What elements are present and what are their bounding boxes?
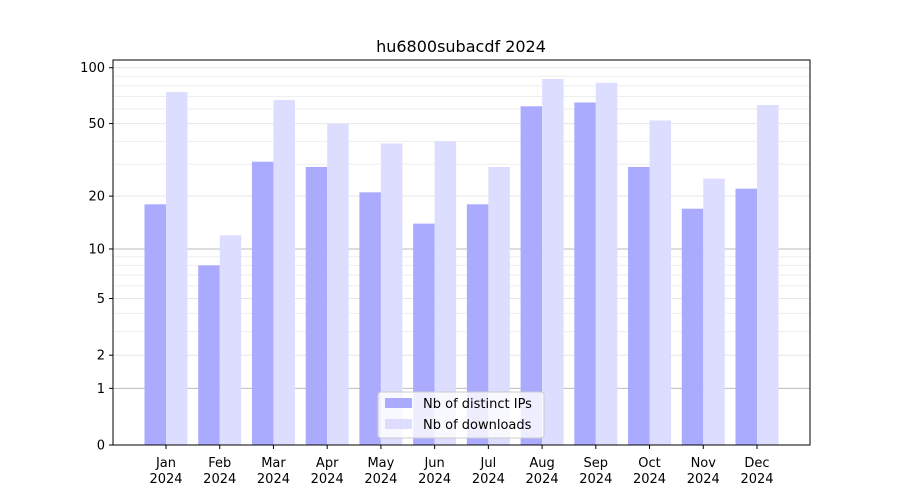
x-tick-label: Feb 2024 [203,456,236,487]
x-tick-label: Dec 2024 [740,456,773,487]
legend-label: Nb of downloads [423,418,532,433]
bar-downloads [380,143,403,445]
bar-downloads [273,100,295,446]
bar-distinct-ips [628,166,650,445]
bar-distinct-ips [681,208,704,445]
bar-distinct-ips [466,204,489,445]
x-tick-label: May 2024 [364,456,397,487]
bar-downloads [434,141,457,446]
x-tick-label: Nov 2024 [687,456,720,487]
bar-distinct-ips [251,161,274,445]
x-tick-label: Apr 2024 [311,456,344,487]
x-tick-label: Oct 2024 [633,456,666,487]
bar-downloads [488,166,510,445]
chart-title: hu6800subacdf 2024 [376,37,546,56]
y-tick-label: 2 [97,349,105,364]
legend: Nb of distinct IPs Nb of downloads [377,391,545,439]
y-tick-label: 1 [97,382,105,397]
bar-distinct-ips [359,192,381,445]
y-tick-label: 5 [97,292,105,307]
legend-label: Nb of distinct IPs [423,397,532,412]
bar-downloads [327,123,349,446]
bar-distinct-ips [735,188,757,445]
x-tick-label: Jun 2024 [418,456,451,487]
bar-downloads [703,178,725,445]
x-tick-label: Jan 2024 [149,456,182,487]
plot-frame [112,59,811,446]
bar-downloads [757,105,779,445]
bar-downloads [166,92,188,445]
x-tick-label: Jul 2024 [472,456,505,487]
y-tick-label: 20 [88,190,105,205]
y-tick-label: 100 [80,61,105,76]
x-tick-label: Aug 2024 [526,456,559,487]
bar-distinct-ips [144,204,166,445]
bar-distinct-ips [520,106,543,445]
bar-downloads [649,120,672,445]
bar-distinct-ips [198,265,220,445]
y-tick-label: 0 [97,439,105,454]
x-tick-label: Sep 2024 [579,456,612,487]
y-tick-label: 10 [88,242,105,257]
x-tick-label: Mar 2024 [257,456,290,487]
bar-distinct-ips [305,166,328,445]
bar-downloads [219,235,242,445]
legend-swatch [385,398,412,408]
legend-swatch [385,419,412,429]
y-tick-label: 50 [88,117,105,132]
bar-downloads [595,82,618,445]
bar-downloads [542,78,564,446]
bar-distinct-ips [574,102,596,446]
bar-distinct-ips [413,223,435,445]
